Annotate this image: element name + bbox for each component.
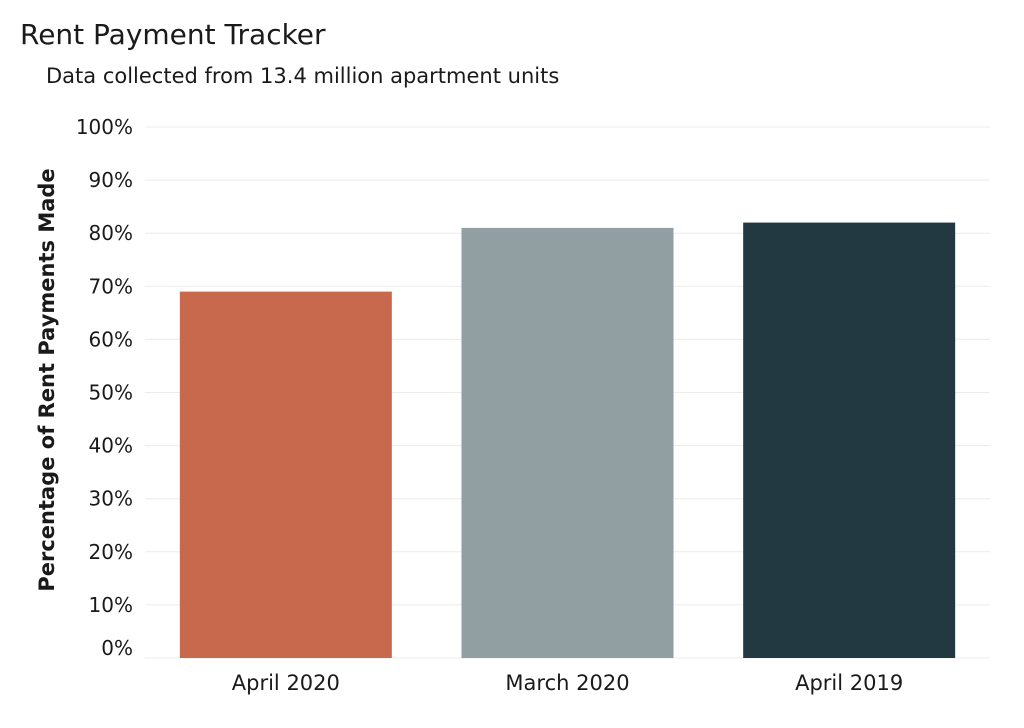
y-tick-label: 0% (101, 636, 133, 660)
y-tick-label: 10% (89, 593, 133, 617)
y-tick-label: 70% (89, 274, 133, 298)
x-tick-label: April 2019 (795, 671, 903, 695)
y-tick-label: 40% (89, 434, 133, 458)
y-tick-label: 20% (89, 540, 133, 564)
x-tick-label: March 2020 (505, 671, 629, 695)
y-tick-label: 80% (89, 221, 133, 245)
y-tick-label: 30% (89, 487, 133, 511)
bars (179, 222, 956, 658)
chart-subtitle: Data collected from 13.4 million apartme… (46, 64, 560, 88)
y-tick-label: 90% (89, 168, 133, 192)
bar-april-2019 (743, 222, 956, 658)
chart-title: Rent Payment Tracker (20, 18, 326, 51)
bar-april-2020 (179, 291, 392, 658)
x-tick-label: April 2020 (232, 671, 340, 695)
y-tick-label: 100% (76, 115, 133, 139)
y-axis-ticks: 0% 10% 20% 30% 40% 50% 60% 70% 80% 90% 100% (76, 115, 133, 660)
bar-march-2020 (461, 227, 674, 658)
y-tick-label: 60% (89, 327, 133, 351)
x-axis-labels: April 2020 March 2020 April 2019 (232, 671, 903, 695)
y-axis-title: Percentage of Rent Payments Made (35, 168, 59, 591)
y-tick-label: 50% (89, 381, 133, 405)
